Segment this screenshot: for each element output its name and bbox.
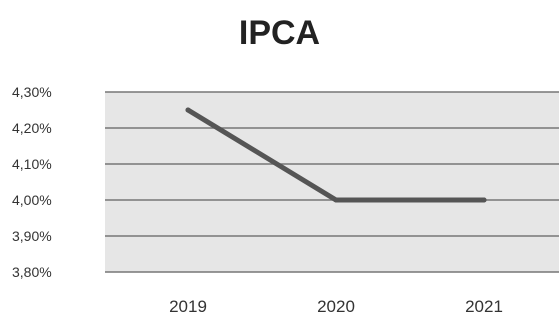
y-tick-label: 4,20% (12, 120, 52, 136)
plot-background (105, 92, 559, 272)
y-tick-label: 4,00% (12, 192, 52, 208)
y-tick-label: 3,90% (12, 228, 52, 244)
x-tick-label: 2021 (465, 297, 503, 316)
y-tick-label: 4,10% (12, 156, 52, 172)
data-point (185, 107, 191, 113)
x-tick-label: 2019 (169, 297, 207, 316)
data-point (333, 197, 339, 203)
data-point (481, 197, 487, 203)
x-tick-label: 2020 (317, 297, 355, 316)
y-tick-label: 3,80% (12, 264, 52, 280)
chart-title: IPCA (238, 14, 321, 52)
y-tick-label: 4,30% (12, 84, 52, 100)
